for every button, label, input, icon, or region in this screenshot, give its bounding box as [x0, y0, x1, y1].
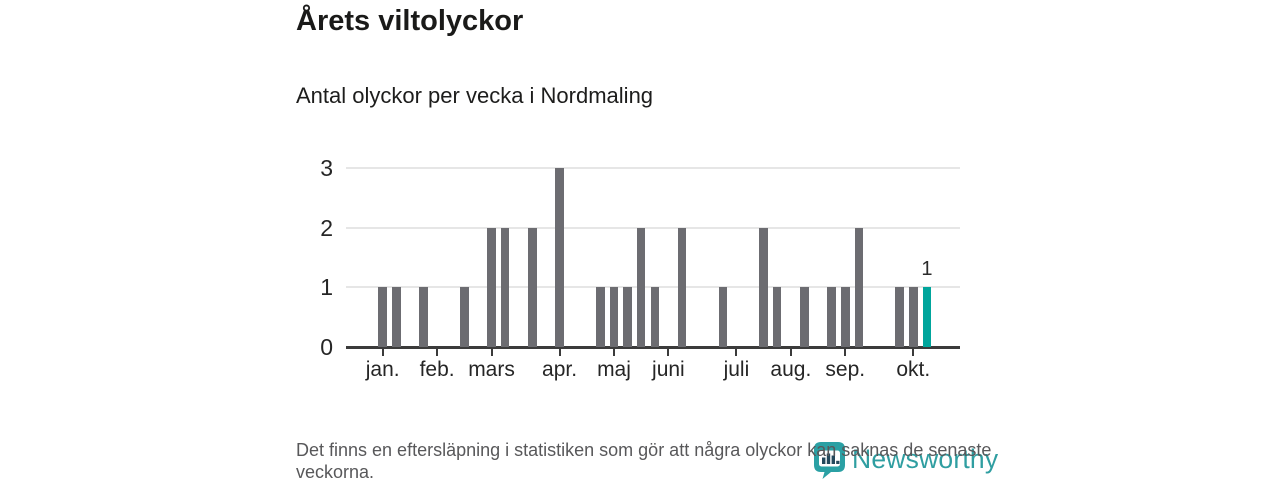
x-axis-month-label-feb: feb.	[419, 358, 455, 381]
gridline-y2	[346, 226, 960, 229]
chart-subtitle: Antal olyckor per vecka i Nordmaling	[296, 83, 654, 108]
gridline-y3	[346, 167, 960, 169]
x-axis-tick-jan	[381, 348, 384, 356]
x-axis-month-label-maj: maj	[597, 358, 631, 381]
bar-week-9	[487, 227, 496, 347]
x-axis-tick-sep	[844, 348, 847, 356]
x-axis-tick-juli	[735, 348, 738, 356]
bar-week-26	[718, 287, 728, 347]
x-axis-tick-mars	[490, 348, 493, 356]
bar-week-32	[800, 287, 809, 347]
bar-week-14	[555, 168, 564, 347]
bar-week-39	[895, 287, 904, 347]
bar-week-10	[500, 227, 510, 347]
page-title: Årets viltolyckor	[296, 5, 524, 37]
bar-week-23	[677, 227, 687, 347]
highlighted-bar-week-41	[922, 287, 932, 347]
y-axis-label-0: 0	[320, 334, 333, 360]
bar-value-label: 1	[921, 258, 933, 281]
x-axis-month-label-apr: apr.	[542, 358, 578, 381]
x-axis-tick-juni	[667, 348, 670, 356]
y-axis-label-2: 2	[320, 214, 333, 241]
bar-week-21	[650, 287, 660, 347]
x-axis-baseline	[346, 346, 960, 349]
y-axis-label-1: 1	[320, 274, 333, 301]
bar-week-34	[827, 287, 836, 347]
x-axis-tick-okt	[912, 348, 915, 356]
bar-week-17	[596, 287, 605, 347]
bar-week-29	[759, 227, 768, 347]
bar-week-20	[636, 227, 646, 347]
bar-week-36	[854, 227, 864, 347]
bar-week-4	[419, 287, 428, 347]
x-axis-tick-feb	[436, 348, 439, 356]
bar-week-40	[909, 287, 918, 347]
x-axis-month-label-okt: okt.	[896, 358, 931, 381]
x-axis-month-label-jan: jan.	[365, 358, 400, 381]
footnote: Det finns en eftersläpning i statistiken…	[296, 440, 992, 482]
y-axis-label-3: 3	[320, 155, 333, 181]
bar-week-35	[841, 287, 850, 347]
newsworthy-wordmark: Newsworthy	[852, 444, 999, 474]
newsworthy-pin-barchart-icon	[814, 442, 845, 479]
x-axis-tick-maj	[612, 348, 615, 356]
bar-week-2	[392, 287, 401, 347]
bar-week-1	[378, 287, 387, 347]
x-axis-month-label-aug: aug.	[770, 358, 812, 381]
bar-week-30	[772, 287, 782, 347]
x-axis-month-label-juli: juli	[723, 358, 750, 381]
bar-week-19	[623, 287, 632, 347]
bar-week-18	[609, 287, 619, 347]
x-axis-month-label-juni: juni	[652, 358, 685, 381]
x-axis-month-label-sep: sep.	[825, 358, 866, 381]
x-axis-month-label-mars: mars	[468, 358, 515, 381]
x-axis-tick-aug	[789, 348, 792, 356]
x-axis-tick-apr	[558, 348, 561, 356]
bar-week-7	[460, 287, 469, 347]
bar-week-12	[528, 227, 537, 347]
newsworthy-logo: Newsworthy	[813, 441, 998, 479]
